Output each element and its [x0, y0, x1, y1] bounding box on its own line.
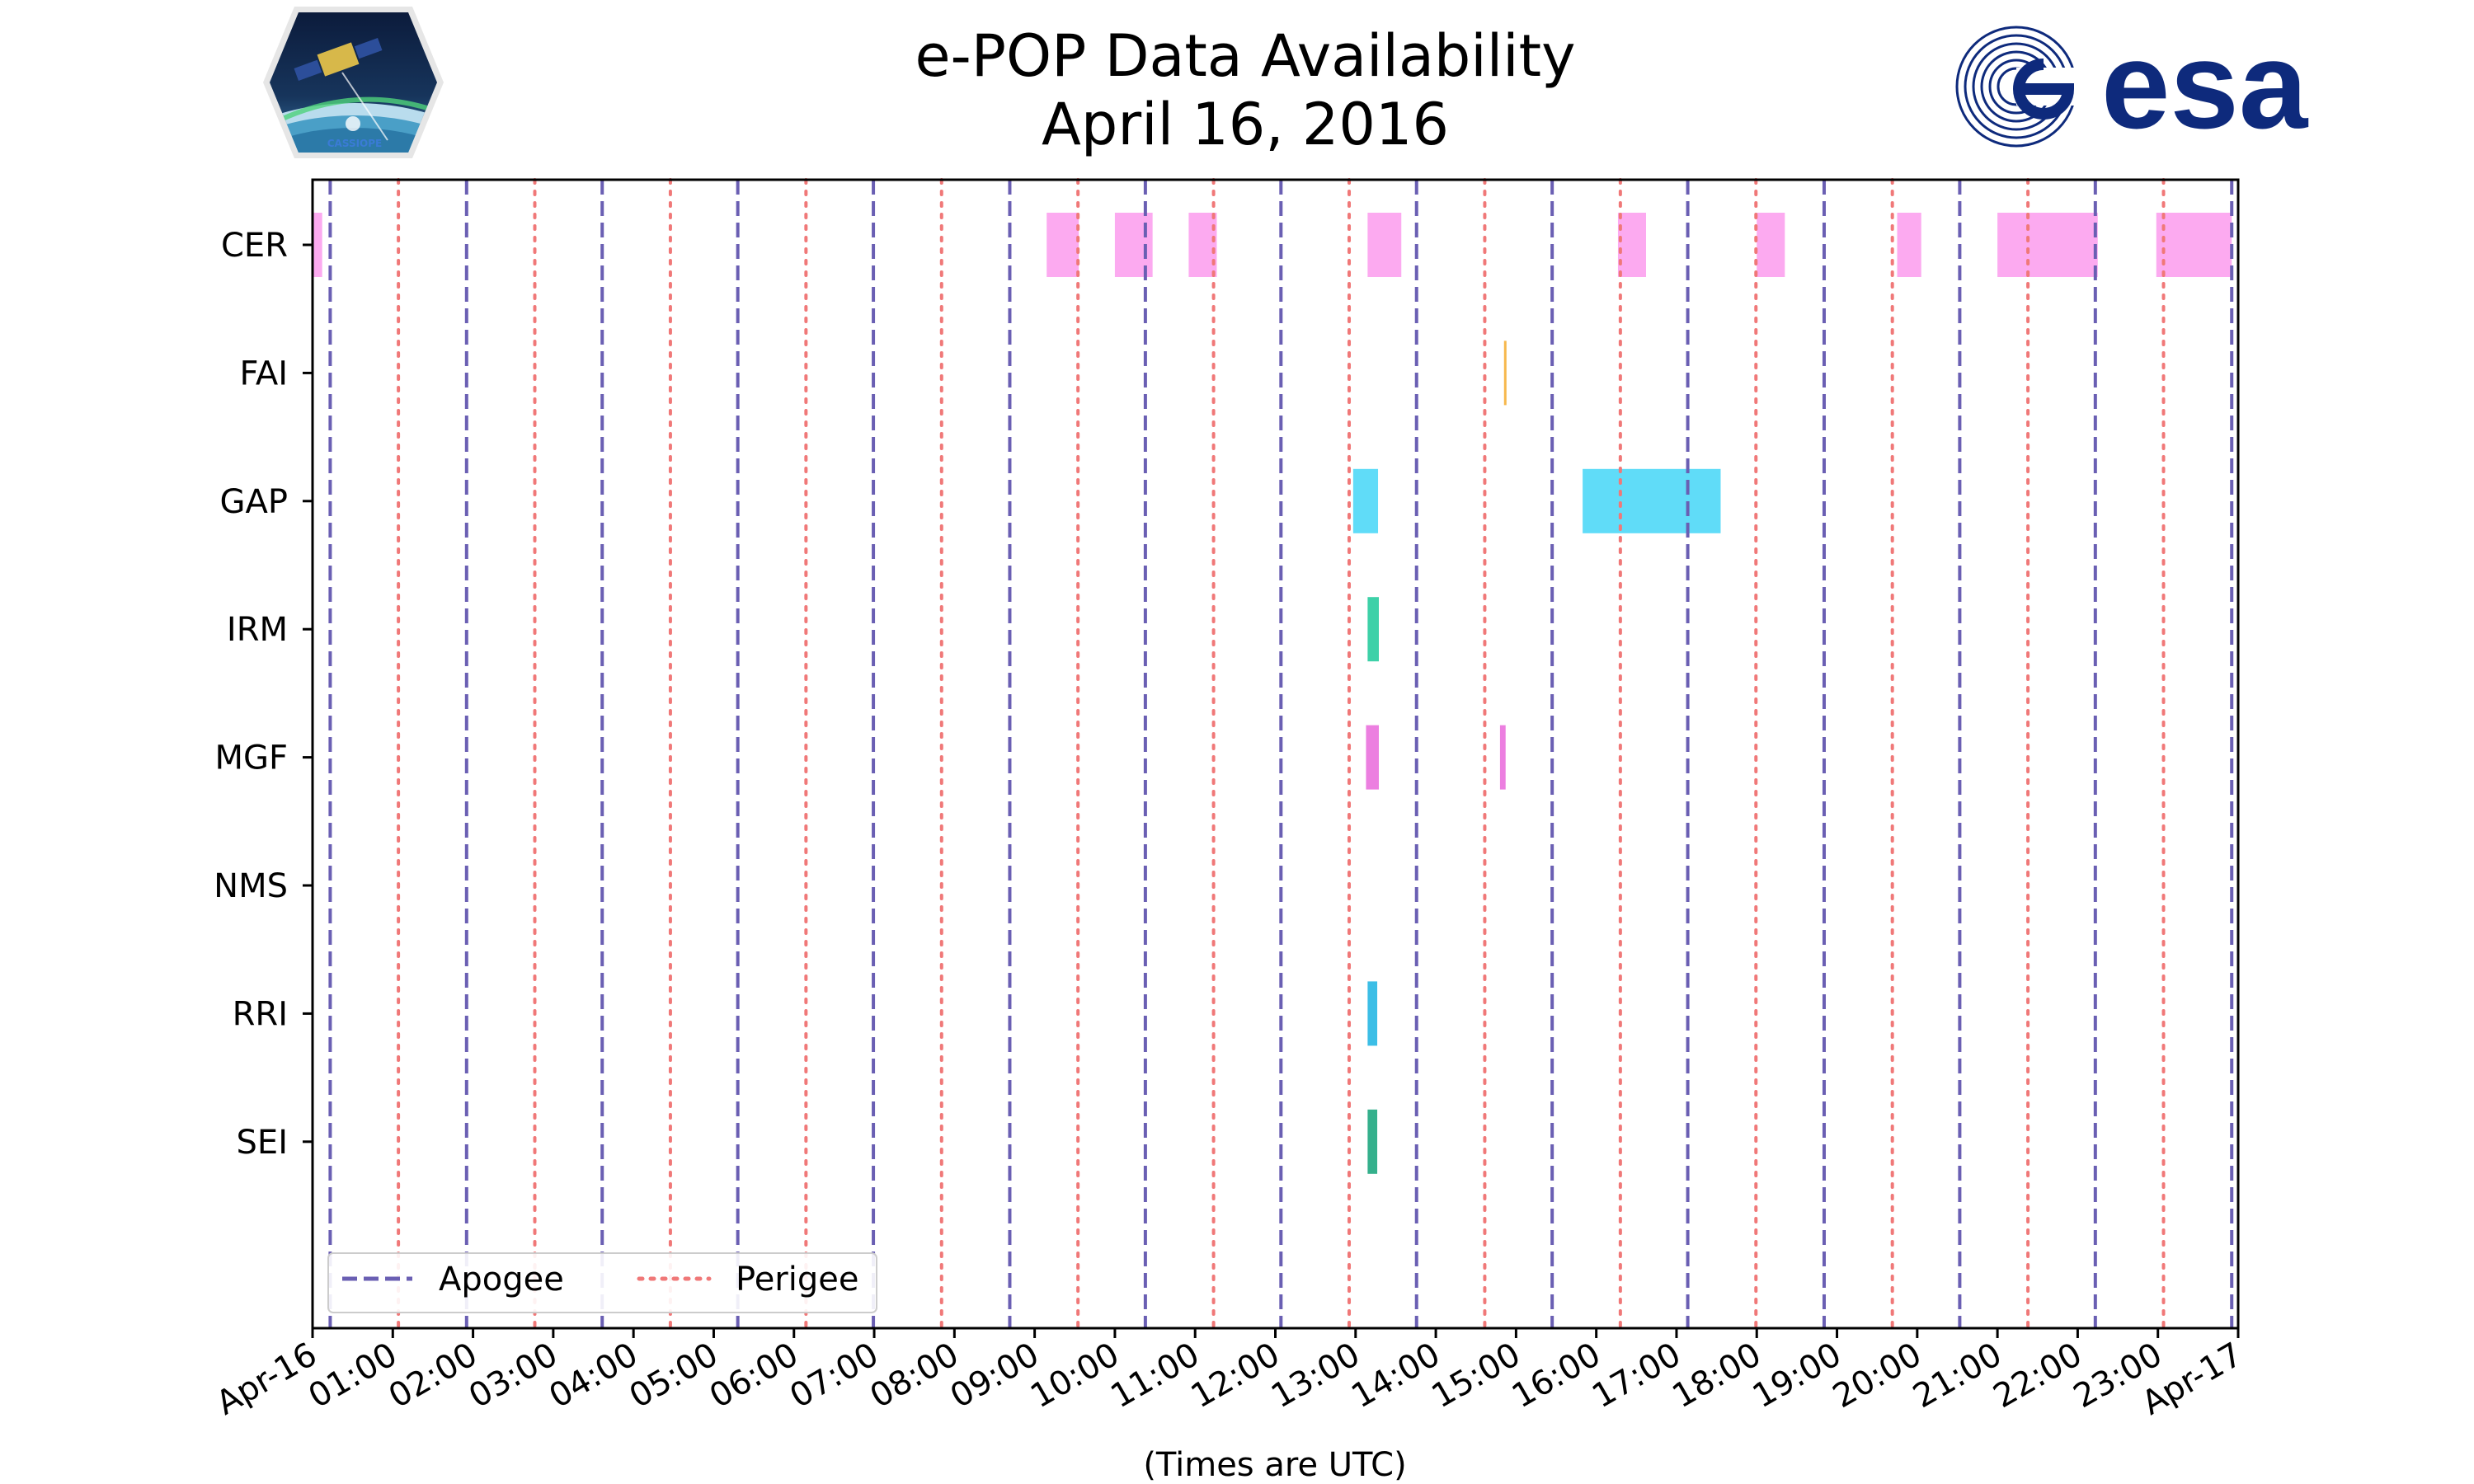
cassiope-caption: CASSIOPE: [327, 138, 383, 149]
y-label-sei: SEI: [237, 1124, 288, 1162]
legend: Apogee Perigee: [327, 1252, 877, 1313]
orbit-lines: [328, 178, 2234, 1330]
x-tick-label-14: 14:00: [1345, 1336, 1446, 1416]
x-tick-label-8: 08:00: [863, 1336, 965, 1416]
bar-fai-0: [1503, 340, 1507, 406]
x-tick-label-11: 11:00: [1104, 1336, 1206, 1416]
x-tick-label-22: 22:00: [1987, 1336, 2089, 1416]
y-label-rri: RRI: [233, 995, 288, 1033]
x-tick-label-6: 06:00: [703, 1336, 805, 1416]
y-axis: CER FAI GAP IRM MGF NMS RRI SEI: [214, 227, 313, 1162]
bar-irm-0: [1367, 597, 1380, 662]
bar-gap-0: [1352, 468, 1379, 533]
esa-logo: esa: [1955, 16, 2309, 154]
x-tick-label-10: 10:00: [1024, 1336, 1126, 1416]
cassiope-logo: CASSIOPE: [263, 7, 444, 158]
x-tick-label-18: 18:00: [1666, 1336, 1767, 1416]
x-tick-label-7: 07:00: [783, 1336, 885, 1416]
x-tick-label-15: 15:00: [1426, 1336, 1527, 1416]
y-label-irm: IRM: [227, 611, 288, 649]
bar-gap-1: [1583, 468, 1721, 533]
x-tick-label-21: 21:00: [1907, 1336, 2008, 1416]
x-axis-label: (Times are UTC): [1143, 1446, 1406, 1484]
chart-title-line2: April 16, 2016: [1042, 91, 1449, 158]
y-label-nms: NMS: [214, 867, 288, 905]
x-tick-label-3: 03:00: [463, 1336, 564, 1416]
esa-wordmark: esa: [2101, 16, 2309, 154]
bar-cer-7: [1897, 213, 1921, 277]
bar-cer-1: [1047, 213, 1079, 277]
bar-sei-0: [1367, 1109, 1378, 1174]
bar-cer-9: [2156, 213, 2232, 277]
x-tick-label-12: 12:00: [1185, 1336, 1286, 1416]
bar-cer-6: [1757, 213, 1785, 277]
legend-box: [327, 1252, 877, 1313]
x-tick-label-20: 20:00: [1827, 1336, 1928, 1416]
bar-cer-0: [313, 213, 322, 277]
bar-cer-8: [1997, 213, 2098, 277]
x-tick-label-9: 09:00: [944, 1336, 1046, 1416]
y-label-fai: FAI: [240, 355, 289, 392]
x-tick-label-4: 04:00: [543, 1336, 644, 1416]
x-tick-label-0: Apr-16: [210, 1336, 323, 1423]
availability-bars: [313, 213, 2232, 1174]
bar-mgf-0: [1366, 725, 1380, 790]
x-tick-label-5: 05:00: [623, 1336, 725, 1416]
bar-cer-3: [1188, 213, 1217, 277]
x-tick-label-2: 02:00: [383, 1336, 484, 1416]
esa-swirl-icon: [1955, 26, 2082, 148]
bar-mgf-1: [1499, 725, 1506, 790]
x-tick-label-17: 17:00: [1586, 1336, 1687, 1416]
y-label-cer: CER: [221, 227, 288, 265]
y-label-mgf: MGF: [214, 740, 288, 777]
x-tick-label-19: 19:00: [1747, 1336, 1848, 1416]
legend-apogee-label: Apogee: [439, 1261, 564, 1298]
x-tick-label-1: 01:00: [302, 1336, 403, 1416]
x-tick-label-13: 13:00: [1265, 1336, 1366, 1416]
chart-title-line1: e-POP Data Availability: [915, 22, 1575, 90]
y-label-gap: GAP: [220, 483, 288, 521]
legend-perigee-label: Perigee: [736, 1261, 858, 1298]
bar-rri-0: [1367, 981, 1378, 1046]
bar-cer-5: [1617, 213, 1646, 277]
x-axis: Apr-1601:0002:0003:0004:0005:0006:0007:0…: [210, 1328, 2249, 1423]
x-tick-label-16: 16:00: [1506, 1336, 1607, 1416]
bar-cer-4: [1367, 213, 1402, 277]
